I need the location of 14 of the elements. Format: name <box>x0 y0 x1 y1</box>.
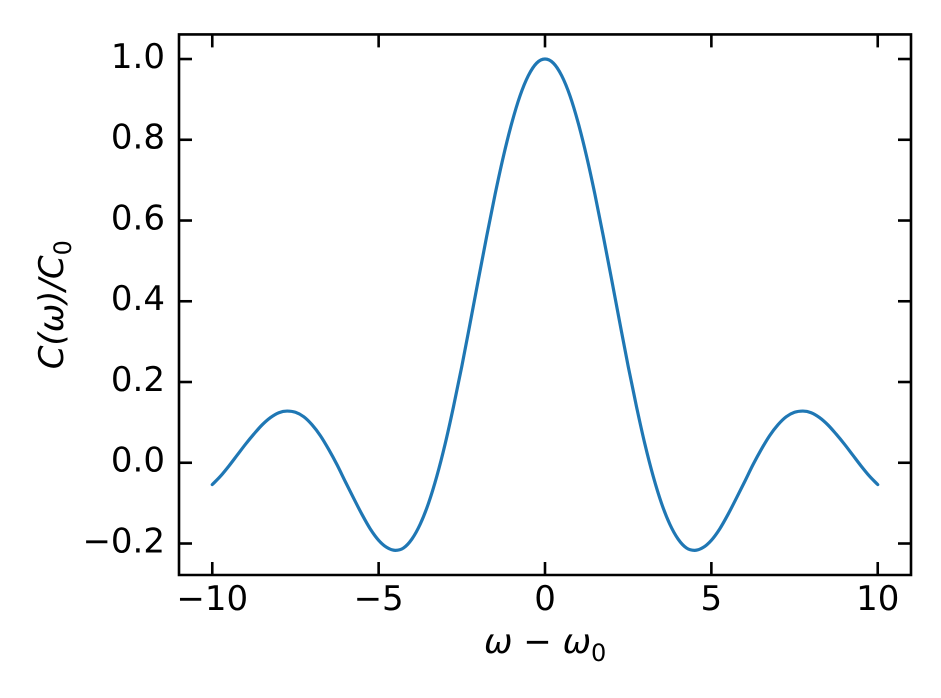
y-tick-label: 0.2 <box>110 360 165 400</box>
x-tick-label: 5 <box>700 579 722 620</box>
y-tick-label: 0.0 <box>110 440 165 481</box>
y-tick-label: 1.0 <box>110 36 165 77</box>
line-series <box>210 57 880 552</box>
x-tick-label: 0 <box>534 579 556 620</box>
x-axis-title: ω − ω$_{0}$ <box>484 622 606 667</box>
x-tick-label: −10 <box>176 579 248 620</box>
y-tick-label: 0.6 <box>110 198 165 238</box>
y-tick-label: 0.8 <box>110 118 165 158</box>
y-tick-label: −0.2 <box>82 521 165 562</box>
y-tick-label: 0.4 <box>110 279 165 320</box>
x-tick-label: −5 <box>354 579 404 620</box>
x-tick-label: 10 <box>856 579 900 620</box>
